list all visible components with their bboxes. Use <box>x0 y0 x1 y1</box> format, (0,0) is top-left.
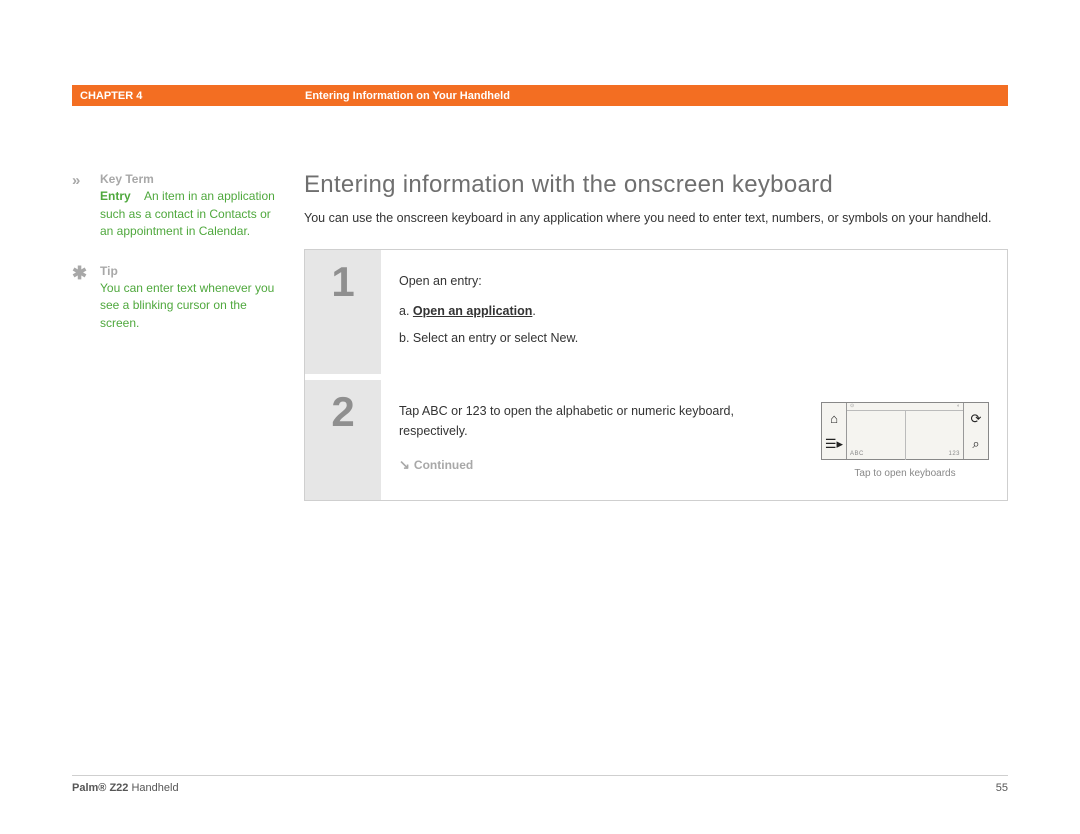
step-1: 1 Open an entry: a. Open an application.… <box>305 250 1007 380</box>
keyboard-illustration: ⌂ ☰▸ ⊙ ◐ <box>821 402 989 482</box>
tip-heading: Tip <box>100 264 118 278</box>
page-title: Entering information with the onscreen k… <box>304 171 1008 199</box>
handheld-input-area: ⌂ ☰▸ ⊙ ◐ <box>821 402 989 460</box>
main-content: Entering information with the onscreen k… <box>304 171 1008 501</box>
intro-text: You can use the onscreen keyboard in any… <box>304 209 1008 227</box>
key-term-word: Entry <box>100 189 131 203</box>
product-rest: Handheld <box>128 782 178 794</box>
kb-top-right-icon: ◐ <box>957 403 960 411</box>
tip-marker-icon: ✱ <box>72 260 87 286</box>
continued-label: Continued <box>414 458 473 472</box>
page-number: 55 <box>996 782 1008 794</box>
chapter-label: CHAPTER 4 <box>80 90 305 102</box>
product-bold: Palm® Z22 <box>72 782 128 794</box>
chapter-title: Entering Information on Your Handheld <box>305 90 1000 102</box>
key-term-block: » Key Term Entry An item in an applicati… <box>72 171 276 241</box>
step-1a-prefix: a. <box>399 304 409 318</box>
sidebar: » Key Term Entry An item in an applicati… <box>72 171 304 501</box>
kb-left-buttons: ⌂ ☰▸ <box>822 403 846 459</box>
tip-block: ✱ Tip You can enter text whenever you se… <box>72 263 276 333</box>
kb-right-buttons: ⟳ ⌕ <box>964 403 988 459</box>
key-term-heading: Key Term <box>100 172 154 186</box>
sync-icon: ⟳ <box>971 412 982 425</box>
continued-marker: ↘ Continued <box>399 455 803 475</box>
step-1b: b. Select an entry or select New. <box>399 329 989 348</box>
find-icon: ⌕ <box>972 437 979 450</box>
menu-icon: ☰▸ <box>825 437 843 450</box>
step-1-lead: Open an entry: <box>399 274 482 288</box>
product-name: Palm® Z22 Handheld <box>72 782 179 794</box>
step-1a-suffix: . <box>532 304 535 318</box>
123-label: 123 <box>948 450 960 459</box>
tip-text: You can enter text whenever you see a bl… <box>100 281 274 330</box>
step-2-body: Tap ABC or 123 to open the alphabetic or… <box>399 404 734 437</box>
steps-container: 1 Open an entry: a. Open an application.… <box>304 249 1008 501</box>
abc-label: ABC <box>850 450 864 459</box>
continued-arrow-icon: ↘ <box>399 457 410 472</box>
page-footer: Palm® Z22 Handheld 55 <box>72 775 1008 794</box>
keyboard-caption: Tap to open keyboards <box>821 466 989 482</box>
step-number: 2 <box>305 380 381 500</box>
step-number: 1 <box>305 250 381 374</box>
step-1-text: Open an entry: a. Open an application. b… <box>399 272 989 356</box>
home-icon: ⌂ <box>830 412 838 425</box>
key-term-def <box>134 189 144 203</box>
kb-top-left-icon: ⊙ <box>850 403 854 411</box>
step-2-text: Tap ABC or 123 to open the alphabetic or… <box>399 402 803 482</box>
kb-writing-area: ⊙ ◐ ABC 123 <box>846 403 964 459</box>
step-2: 2 Tap ABC or 123 to open the alphabetic … <box>305 380 1007 500</box>
open-application-link[interactable]: Open an application <box>413 304 532 318</box>
key-term-marker-icon: » <box>72 170 80 192</box>
chapter-header: CHAPTER 4 Entering Information on Your H… <box>72 85 1008 106</box>
